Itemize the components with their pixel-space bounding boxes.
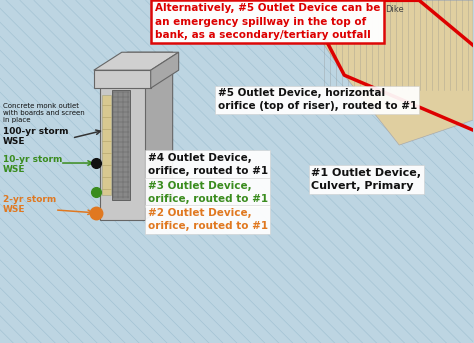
Text: #5 Outlet Device, horizontal
orifice (top of riser), routed to #1: #5 Outlet Device, horizontal orifice (to… <box>218 88 417 111</box>
Polygon shape <box>314 0 473 145</box>
Text: Concrete monk outlet
with boards and screen
in place: Concrete monk outlet with boards and scr… <box>3 103 85 123</box>
Text: #2 Outlet Device,
orifice, routed to #1: #2 Outlet Device, orifice, routed to #1 <box>148 208 268 231</box>
Text: 100-yr storm
WSE: 100-yr storm WSE <box>3 127 69 146</box>
Text: #1 Outlet Device,
Culvert, Primary: #1 Outlet Device, Culvert, Primary <box>311 168 421 191</box>
Bar <box>100 70 145 220</box>
Polygon shape <box>100 52 173 70</box>
Bar <box>102 95 111 195</box>
Text: 2-yr storm
WSE: 2-yr storm WSE <box>3 195 56 214</box>
Text: Dike: Dike <box>385 5 403 14</box>
Bar <box>112 90 130 200</box>
Polygon shape <box>145 52 173 220</box>
Text: 10-yr storm
WSE: 10-yr storm WSE <box>3 155 63 175</box>
Polygon shape <box>94 52 179 70</box>
Text: Alternatively, #5 Outlet Device can be
an emergency spillway in the top of
bank,: Alternatively, #5 Outlet Device can be a… <box>155 3 380 40</box>
Polygon shape <box>151 52 179 88</box>
Bar <box>94 70 151 88</box>
Text: #4 Outlet Device,
orifice, routed to #1: #4 Outlet Device, orifice, routed to #1 <box>148 153 268 176</box>
Text: #3 Outlet Device,
orifice, routed to #1: #3 Outlet Device, orifice, routed to #1 <box>148 181 268 204</box>
